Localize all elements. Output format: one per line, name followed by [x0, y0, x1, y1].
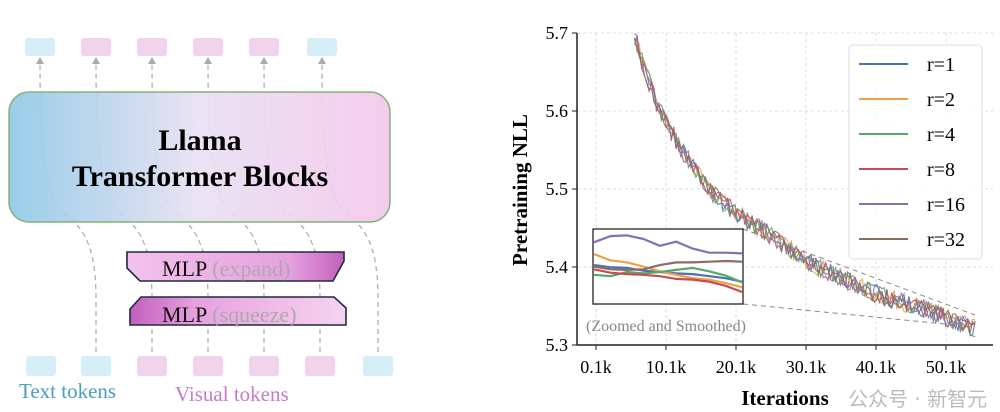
text-token-output [25, 38, 55, 56]
series-line-r=32 [634, 38, 976, 332]
arrow-head-icon [36, 57, 44, 64]
svg-text:MLP(squeeze): MLP (squeeze) [162, 302, 297, 327]
legend-label: r=16 [927, 194, 965, 216]
inset-line-r=16 [593, 234, 743, 255]
text-token-input [363, 356, 393, 376]
legend: r=1 r=2 r=4 r=8 r=16 r=32 [848, 44, 983, 260]
x-axis-label: Iterations [741, 386, 829, 410]
series-line-r=4 [633, 37, 976, 338]
inset-line-r=32 [593, 259, 743, 272]
series-line-r=1 [633, 35, 976, 337]
series-line-r=2 [634, 39, 976, 328]
series-line-r=8 [633, 37, 976, 333]
legend-label: r=2 [927, 89, 955, 111]
y-axis-label: Pretraining NLL [508, 114, 532, 266]
visual-token-input [137, 356, 167, 376]
y-tick-label: 5.5 [546, 179, 569, 199]
y-tick-label: 5.3 [546, 335, 569, 355]
mlp-squeeze-note: (squeeze) [212, 302, 296, 327]
x-tick-label: 10.1k [646, 357, 687, 377]
text-token-output [307, 38, 337, 56]
inset-zoom [592, 228, 976, 328]
visual-token-input [249, 356, 279, 376]
inset-box [592, 228, 744, 305]
arrow-head-icon [204, 57, 212, 64]
x-tick-label: 50.1k [926, 357, 967, 377]
inset-connector [742, 303, 976, 328]
mlp-expand-block [126, 251, 345, 282]
visual-tokens-label: Visual tokens [175, 382, 289, 406]
inset-line-r=4 [593, 266, 743, 284]
svg-text:MLP(expand): MLP (expand) [162, 256, 290, 281]
mlp-squeeze-block [129, 296, 347, 326]
inset-line-r=2 [593, 253, 743, 289]
legend-label: r=32 [927, 229, 965, 251]
series-lines [633, 33, 976, 338]
watermark: 公众号 · 新智元 [848, 387, 987, 411]
block-title-line1: Llama [158, 124, 241, 157]
inset-line-r=1 [593, 264, 743, 283]
text-token-input [81, 356, 111, 376]
inset-label: (Zoomed and Smoothed) [586, 318, 746, 335]
visual-token-output [193, 38, 223, 56]
inset-line-r=8 [593, 268, 743, 294]
y-tick-label: 5.4 [546, 257, 569, 277]
visual-token-output [249, 38, 279, 56]
series-line-r=16 [634, 33, 976, 333]
visual-token-output [81, 38, 111, 56]
text-tokens-label: Text tokens [19, 379, 116, 403]
arrow-head-icon [148, 57, 156, 64]
y-tick-label: 5.7 [546, 23, 569, 43]
legend-box [848, 44, 983, 260]
block-title-line2: Transformer Blocks [72, 160, 328, 193]
y-tick-label: 5.6 [546, 101, 569, 121]
mlp-squeeze-name: MLP [162, 302, 207, 327]
grid-lines [577, 32, 993, 346]
legend-label: r=4 [927, 124, 955, 146]
x-tick-label: 40.1k [856, 357, 897, 377]
legend-label: r=1 [927, 54, 955, 76]
arrow-head-icon [92, 57, 100, 64]
llama-transformer-block [8, 91, 391, 223]
legend-label: r=8 [927, 159, 955, 181]
arrow-head-icon [318, 57, 326, 64]
inset-connector [742, 228, 976, 316]
visual-token-output [137, 38, 167, 56]
text-token-input [26, 356, 56, 376]
x-tick-label: 20.1k [716, 357, 757, 377]
mlp-expand-note: (expand) [212, 256, 290, 281]
x-tick-label: 30.1k [786, 357, 827, 377]
visual-token-input [193, 356, 223, 376]
x-tick-label: 0.1k [580, 357, 612, 377]
architecture-diagram: Llama Transformer Blocks MLP (expand) MLP… [8, 38, 393, 406]
mlp-expand-name: MLP [162, 256, 207, 281]
visual-token-input [305, 356, 335, 376]
arrow-head-icon [260, 57, 268, 64]
